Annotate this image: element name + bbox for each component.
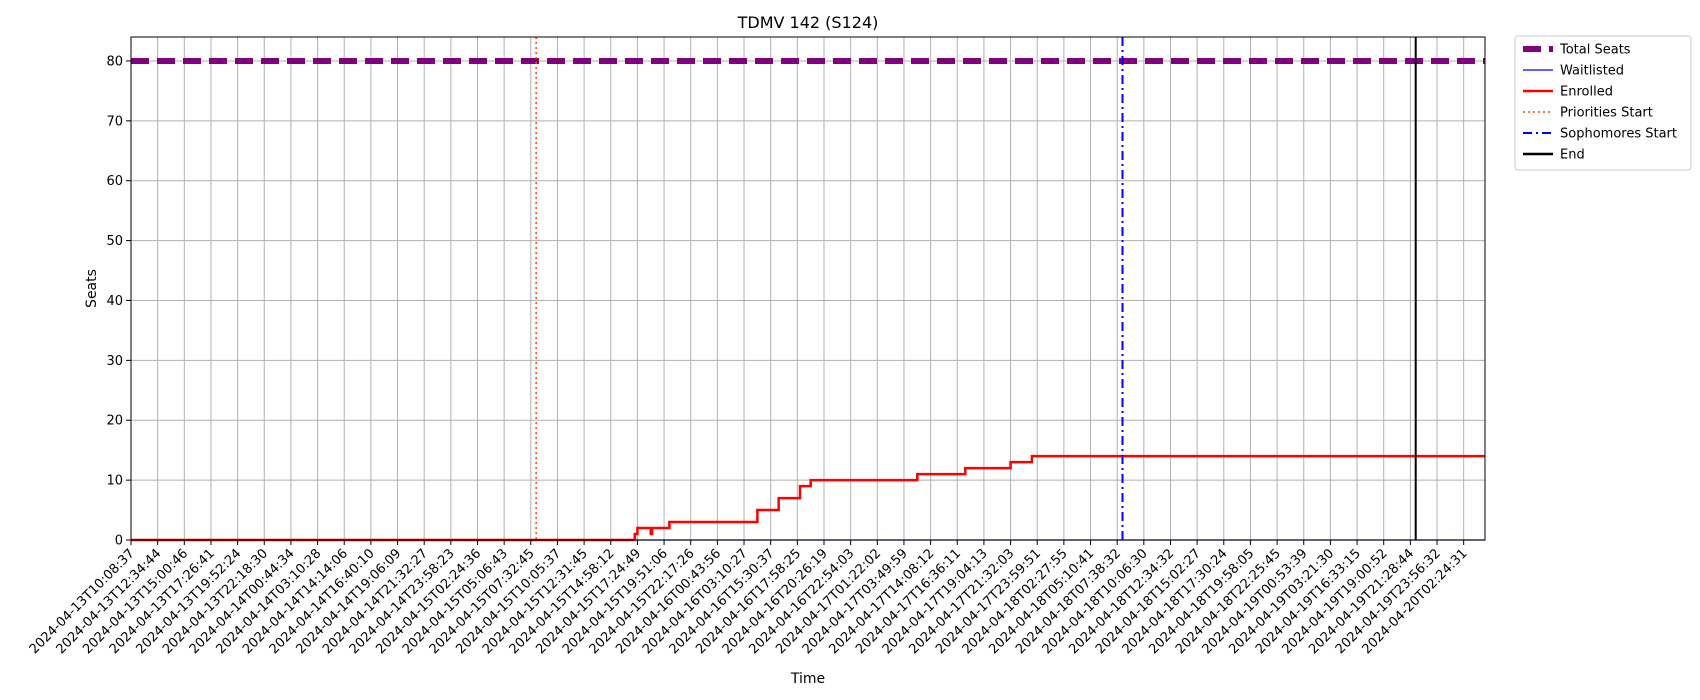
y-axis-ticks: 0 10 20 30 40 50 60 70 80 <box>106 54 131 549</box>
legend-label: Enrolled <box>1560 85 1613 100</box>
grid <box>130 37 1485 541</box>
y-tick-label: 10 <box>106 474 123 489</box>
series-enrolled <box>131 454 1485 542</box>
y-tick-label: 50 <box>106 234 123 249</box>
y-tick-label: 60 <box>106 174 123 189</box>
x-axis-label: Time <box>790 671 825 687</box>
y-tick-label: 0 <box>115 534 123 549</box>
legend-box <box>1514 35 1692 171</box>
chart-title: TDMV 142 (S124) <box>737 13 879 32</box>
legend-label: End <box>1560 148 1585 163</box>
y-tick-label: 30 <box>106 354 123 369</box>
y-tick-label: 80 <box>106 54 123 69</box>
legend: Total Seats Waitlisted Enrolled Priorities … <box>1514 35 1692 171</box>
legend-label: Waitlisted <box>1560 64 1624 79</box>
marker-lines <box>535 37 1417 540</box>
x-axis-ticks: 2024-04-13T10:08:372024-04-13T12:34:4420… <box>27 540 1471 657</box>
y-tick-label: 20 <box>106 414 123 429</box>
legend-label: Priorities Start <box>1560 106 1653 121</box>
y-tick-label: 40 <box>106 294 123 309</box>
y-axis-label: Seats <box>84 269 100 308</box>
y-tick-label: 70 <box>106 114 123 129</box>
plot-frame <box>130 36 1486 541</box>
legend-label: Sophomores Start <box>1560 127 1677 142</box>
legend-label: Total Seats <box>1559 43 1631 58</box>
